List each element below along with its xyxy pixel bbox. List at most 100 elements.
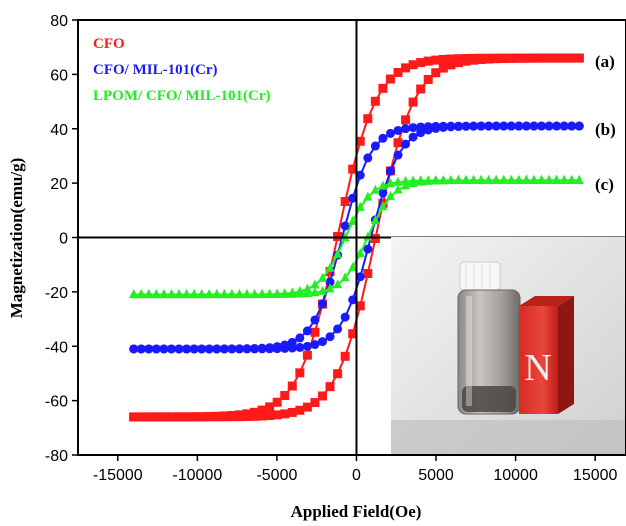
data-point [537,53,547,63]
data-point [166,289,176,299]
data-point [521,121,531,131]
data-point [340,196,350,206]
inset-table [391,420,626,454]
data-point [189,289,199,299]
data-point [408,132,418,142]
x-axis-title: Applied Field(Oe) [291,502,422,521]
data-point [355,170,365,180]
data-point [234,289,244,299]
data-point [438,174,448,184]
y-tick-label: 0 [59,231,68,248]
data-point [514,121,524,131]
data-point [174,412,184,422]
data-point [219,344,229,354]
data-point [234,344,244,354]
data-point [363,114,373,124]
data-point [401,175,411,185]
data-point [340,312,350,322]
data-point [204,412,214,422]
data-point [408,97,418,107]
data-point [250,289,260,299]
magnet-letter: N [524,347,551,389]
data-point [408,123,418,133]
data-point [537,121,547,131]
data-point [378,201,388,211]
data-point [325,283,335,293]
data-point [469,121,479,131]
data-point [280,409,290,419]
data-point [317,337,327,347]
data-point [529,53,539,63]
data-point [461,121,471,131]
data-point [544,53,554,63]
data-point [476,121,486,131]
data-point [408,175,418,185]
data-point [431,121,441,131]
data-point [529,174,539,184]
data-point [234,410,244,420]
data-point [499,53,509,63]
y-tick-label: 20 [50,176,68,193]
data-point [491,121,501,131]
data-point [136,289,146,299]
data-point [423,74,433,84]
data-point [393,184,403,194]
legend-lpom-cfo-mil: LPOM/ CFO/ MIL-101(Cr) [93,88,270,104]
data-point [378,180,388,190]
data-point [333,324,343,334]
data-point [476,174,486,184]
data-point [310,398,320,408]
data-point [159,344,169,354]
data-point [423,175,433,185]
data-point [484,121,494,131]
data-point [453,54,463,64]
x-tick-label: -5000 [256,467,297,484]
data-point [317,391,327,401]
data-point [461,174,471,184]
data-point [484,174,494,184]
data-point [325,262,335,272]
data-point [144,412,154,422]
data-point [265,288,275,298]
data-point [129,289,139,299]
data-point [272,288,282,298]
data-point [295,405,305,415]
data-point [325,277,335,287]
data-point [197,289,207,299]
data-point [182,344,192,354]
data-point [484,53,494,63]
data-point [385,166,395,176]
data-point [514,174,524,184]
data-point [159,289,169,299]
data-point [355,136,365,146]
data-point [416,84,426,94]
data-point [393,176,403,186]
y-axis-title: Magnetization(emu/g) [7,158,26,319]
data-point [355,272,365,282]
data-point [446,60,456,70]
data-point [325,332,335,342]
data-point [453,121,463,131]
data-point [363,191,373,201]
data-point [506,121,516,131]
data-point [363,244,373,254]
data-point [514,53,524,63]
data-point [529,121,539,131]
data-point [476,53,486,63]
data-point [302,402,312,412]
data-point [393,67,403,77]
data-point [416,175,426,185]
data-point [521,174,531,184]
data-point [552,53,562,63]
data-point [280,288,290,298]
data-point [431,68,441,78]
data-point [302,283,312,293]
data-point [567,121,577,131]
data-point [295,333,305,343]
data-point [257,405,267,415]
data-point [136,344,146,354]
data-point [310,279,320,289]
data-point [129,412,139,422]
data-point [325,382,335,392]
